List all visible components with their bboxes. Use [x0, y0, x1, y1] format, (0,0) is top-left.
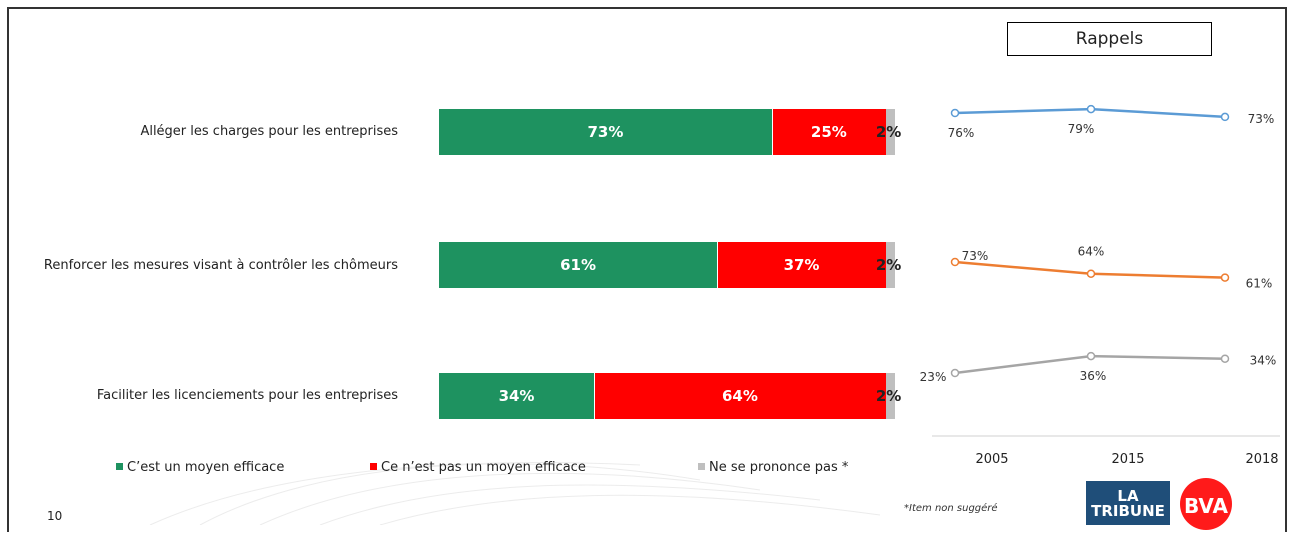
trend-point	[1220, 354, 1230, 363]
category-label: Alléger les charges pour les entreprises	[140, 124, 398, 139]
bar-value-label: 25%	[810, 123, 847, 141]
trend-point	[1086, 269, 1096, 278]
bar-segment-ne-se-prononce	[885, 109, 895, 155]
bar-value-label-gray: 2%	[875, 123, 902, 141]
bar-segment-pas-efficace	[594, 373, 887, 419]
bar-value-label: 61%	[560, 256, 597, 274]
rappels-title: Rappels	[1007, 22, 1212, 56]
trend-point-label: 61%	[1246, 277, 1273, 291]
trend-point	[1086, 351, 1096, 361]
footnote: *Item non suggéré	[904, 503, 998, 514]
legend-swatch-green	[116, 463, 123, 470]
legend-label: Ne se prononce pas *	[709, 460, 849, 475]
legend-swatch-gray	[698, 463, 705, 470]
bar-row: 34% 64% 2%	[439, 373, 901, 419]
bar-value-label: 34%	[498, 387, 535, 405]
bar-segment-pas-efficace	[771, 109, 887, 155]
page-number: 10	[47, 509, 63, 523]
trend-point	[1220, 273, 1230, 282]
trend-point	[950, 108, 960, 118]
legend-label: Ce n’est pas un moyen efficace	[381, 460, 586, 475]
bar-value-label-gray: 2%	[875, 387, 902, 405]
trend-point-label: 34%	[1250, 354, 1277, 368]
la-tribune-logo: LA TRIBUNE	[1086, 481, 1170, 525]
legend-item-pas-efficace: Ce n’est pas un moyen efficace	[370, 460, 586, 475]
legend-label: C’est un moyen efficace	[127, 460, 285, 475]
x-tick-label: 2015	[1111, 452, 1144, 467]
rappels-line-chart: 2005 2015 2018 76% 79% 73% 73% 64% 61% 23% 36% 34%	[920, 104, 1280, 467]
trend-point-label: 36%	[1080, 369, 1107, 383]
bar-segment-pas-efficace	[717, 242, 887, 288]
trend-point-label: 73%	[1248, 112, 1275, 126]
bar-value-label: 37%	[783, 256, 820, 274]
bar-segment-efficace	[439, 373, 595, 419]
trend-point-label: 73%	[962, 249, 989, 263]
category-label: Faciliter les licenciements pour les ent…	[96, 388, 398, 403]
trend-point-label: 76%	[948, 126, 975, 140]
category-label: Renforcer les mesures visant à contrôler…	[43, 258, 398, 273]
bar-segment-efficace	[439, 109, 772, 155]
trend-point-label: 64%	[1078, 245, 1105, 259]
bar-value-label: 64%	[721, 387, 758, 405]
background-swirl-decoration	[149, 462, 881, 525]
x-tick-label: 2018	[1245, 452, 1278, 467]
legend-item-ne-se-prononce: Ne se prononce pas *	[698, 460, 848, 475]
bar-segment-ne-se-prononce	[885, 242, 895, 288]
bar-segment-efficace	[439, 242, 718, 288]
bar-value-label-gray: 2%	[875, 256, 902, 274]
bar-value-label: 73%	[587, 123, 624, 141]
trend-point-label: 79%	[1068, 122, 1095, 136]
legend-swatch-red	[370, 463, 377, 470]
bar-row: 61% 37% 2%	[439, 242, 901, 288]
trend-point-label: 23%	[920, 370, 946, 384]
bva-logo: BVA	[1180, 478, 1232, 530]
bar-segment-ne-se-prononce	[885, 373, 895, 419]
legend-item-efficace: C’est un moyen efficace	[116, 460, 284, 475]
x-tick-label: 2005	[975, 452, 1008, 467]
trend-point	[950, 257, 960, 267]
bar-row: 73% 25% 2%	[439, 109, 901, 155]
trend-point	[1086, 104, 1096, 114]
trend-point	[1220, 112, 1230, 122]
trend-point	[950, 368, 960, 378]
